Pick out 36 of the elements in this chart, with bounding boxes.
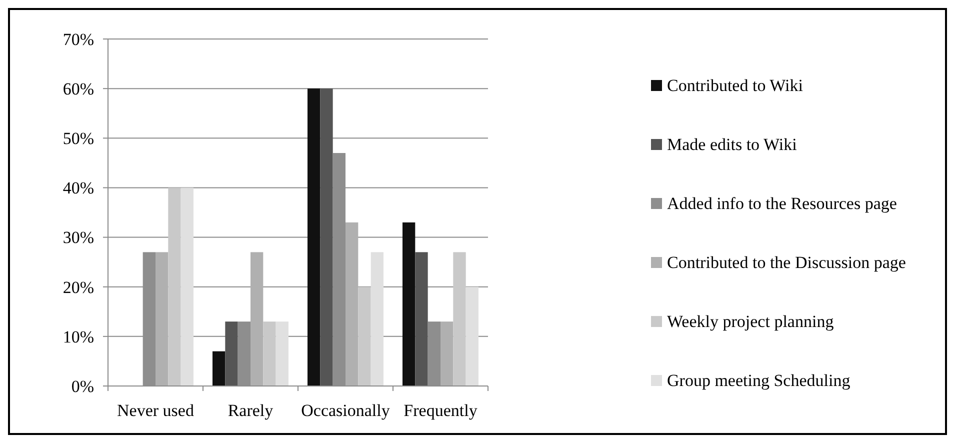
bar [263,322,276,386]
y-tick-label: 0% [71,376,94,396]
bar [440,322,454,386]
y-tick-label: 10% [62,327,94,346]
y-tick-label: 50% [62,129,94,148]
bar [250,252,264,386]
y-tick-label: 70% [62,30,94,49]
y-tick-label: 40% [62,178,94,198]
x-tick-label: Occasionally [301,401,390,420]
x-tick-label: Rarely [228,401,274,420]
legend-label: Group meeting Scheduling [667,371,851,390]
bar [276,322,288,386]
bar [180,188,194,386]
bar [402,222,416,386]
x-tick-label: Never used [117,401,194,420]
bar [453,252,466,386]
legend-label: Contributed to the Discussion page [667,253,906,272]
legend-label: Weekly project planning [667,312,834,331]
bar [168,188,181,386]
bar [370,252,384,386]
bar [212,351,226,386]
bar [466,286,478,386]
bar [320,88,333,386]
legend-label: Added info to the Resources page [667,194,897,213]
legend-label: Contributed to Wiki [667,76,804,95]
y-tick-label: 30% [62,228,94,248]
y-tick-label: 60% [62,80,94,99]
bar [346,222,358,386]
bar [308,88,320,386]
bar [415,252,428,386]
bar [225,322,238,386]
bar [358,286,371,386]
y-tick-label: 20% [62,278,94,297]
bar [156,252,168,386]
legend-label: Made edits to Wiki [667,135,798,154]
x-tick-label: Frequently [404,401,478,420]
